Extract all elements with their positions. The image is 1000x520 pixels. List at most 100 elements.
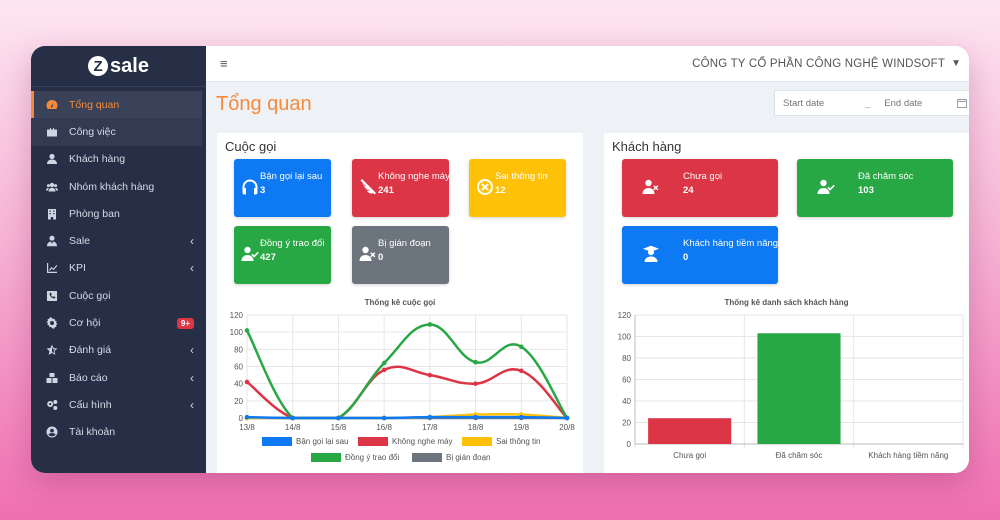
stat-card-label: Bị gián đoạn [378, 238, 431, 249]
hamburger-menu-icon[interactable]: ≡ [220, 56, 228, 71]
sidebar-item-2[interactable]: Khách hàng [31, 146, 206, 173]
y-tick-label: 20 [622, 419, 631, 428]
dashboard-icon [45, 98, 59, 112]
data-point [518, 344, 524, 350]
data-point [381, 360, 387, 366]
customers-panel-title: Khách hàng [612, 139, 682, 154]
chevron-down-icon[interactable]: ▼ [951, 58, 961, 69]
chevron-left-icon[interactable]: ‹ [190, 370, 194, 385]
x-tick-label: 16/8 [376, 423, 392, 432]
data-point [244, 328, 250, 333]
briefcase-icon [45, 125, 59, 139]
sidebar-item-label: Sale [69, 235, 91, 248]
data-point [473, 381, 478, 386]
calls-stat-card[interactable]: Đồng ý trao đổi 427 [234, 226, 331, 284]
user-graduate-icon [642, 245, 660, 263]
stat-card-value: 24 [683, 185, 694, 196]
y-tick-label: 80 [622, 354, 631, 363]
company-selector[interactable]: CÔNG TY CỔ PHẦN CÔNG NGHỆ WINDSOFT [692, 57, 946, 70]
sidebar-item-4[interactable]: Phòng ban [31, 200, 206, 227]
x-tick-label: Đã chăm sóc [776, 451, 823, 460]
legend-label: Sai thông tin [496, 437, 540, 446]
series-line-0 [246, 415, 568, 420]
customers-stat-card[interactable]: Đã chăm sóc 103 [797, 159, 953, 217]
page-title: Tổng quan [216, 93, 312, 115]
calls-stat-card[interactable]: Không nghe máy 241 [352, 159, 449, 217]
date-range-picker: _ [774, 90, 969, 116]
user-check-icon [241, 245, 259, 263]
stat-card-value: 0 [683, 252, 689, 263]
customers-stat-card[interactable]: Khách hàng tiềm năng 0 [622, 226, 778, 284]
y-tick-label: 60 [622, 376, 631, 385]
sidebar-item-label: Nhóm khách hàng [69, 180, 155, 193]
data-point [244, 379, 250, 385]
start-date-input[interactable] [775, 96, 855, 110]
sidebar-item-0[interactable]: Tổng quan [31, 91, 202, 119]
stat-card-label: Không nghe máy [378, 171, 449, 182]
data-point [564, 415, 570, 421]
sidebar-item-label: Khách hàng [69, 153, 126, 166]
sidebar-item-3[interactable]: Nhóm khách hàng [31, 173, 206, 200]
legend-swatch [412, 453, 442, 462]
legend-swatch [358, 437, 388, 446]
data-point [427, 322, 433, 327]
x-tick-label: Khách hàng tiềm năng [868, 451, 948, 460]
x-tick-label: 18/8 [468, 423, 484, 432]
sidebar-item-10[interactable]: Báo cáo ‹ [31, 364, 206, 391]
sidebar-item-6[interactable]: KPI ‹ [31, 255, 206, 282]
calls-line-chart: 0 20 40 60 80 100 120 13/8 14/8 15/8 16/8 17/8 18/8 1… [230, 311, 575, 462]
calls-panel-title: Cuộc gọi [225, 139, 277, 154]
chart-line-icon [45, 261, 59, 275]
user-icon [45, 152, 59, 166]
stat-card-value: 12 [495, 185, 506, 196]
sidebar-item-7[interactable]: Cuộc gọi [31, 282, 206, 309]
cog-icon [45, 316, 59, 330]
chevron-left-icon[interactable]: ‹ [190, 397, 194, 412]
sidebar-item-11[interactable]: Cấu hình ‹ [31, 391, 206, 418]
logo[interactable]: Z sale [31, 46, 206, 87]
y-tick-label: 60 [234, 363, 243, 372]
sidebar-item-1[interactable]: Công việc [31, 118, 202, 146]
sidebar-item-label: Công việc [69, 125, 116, 138]
data-point [381, 367, 387, 373]
y-tick-label: 120 [230, 311, 244, 320]
bar-1 [757, 333, 841, 444]
y-tick-label: 100 [230, 328, 244, 337]
legend-label: Không nghe máy [392, 437, 453, 446]
y-tick-label: 0 [239, 414, 244, 423]
calls-stat-card[interactable]: Sai thông tin 12 [469, 159, 566, 217]
calls-chart-title: Thống kê cuộc gọi [364, 298, 436, 307]
sidebar-item-5[interactable]: Sale ‹ [31, 227, 206, 254]
x-tick-label: 14/8 [285, 423, 301, 432]
customers-chart-title: Thống kê danh sách khách hàng [724, 298, 849, 307]
calendar-icon[interactable] [957, 98, 967, 108]
stat-card-label: Đồng ý trao đổi [260, 238, 325, 249]
stat-card-value: 241 [378, 185, 394, 196]
data-point [427, 372, 433, 378]
customers-stat-card[interactable]: Chưa gọi 24 [622, 159, 778, 217]
data-point [518, 414, 524, 420]
x-tick-label: 13/8 [239, 423, 255, 432]
calls-stat-card[interactable]: Bận gọi lại sau 3 [234, 159, 331, 217]
x-tick-label: 19/8 [513, 423, 529, 432]
sidebar-item-label: Phòng ban [69, 207, 120, 220]
calls-stat-card[interactable]: Bị gián đoạn 0 [352, 226, 449, 284]
data-point [290, 415, 296, 421]
end-date-input[interactable] [876, 96, 957, 110]
user-circle-icon [45, 425, 59, 439]
legend-swatch [262, 437, 292, 446]
chevron-left-icon[interactable]: ‹ [190, 261, 194, 276]
chevron-left-icon[interactable]: ‹ [190, 234, 194, 249]
data-point [473, 359, 478, 365]
chevron-left-icon[interactable]: ‹ [190, 343, 194, 358]
sidebar: Z sale Tổng quan Công việc Khách hàng Nhóm … [31, 46, 206, 473]
x-tick-label: Chưa gọi [673, 451, 706, 460]
sidebar-item-label: Đánh giá [69, 344, 112, 357]
sidebar-item-label: Cấu hình [69, 398, 112, 411]
sidebar-item-8[interactable]: Cơ hội 9+ [31, 309, 206, 336]
data-point [381, 415, 387, 421]
y-tick-label: 0 [627, 440, 632, 449]
sidebar-item-9[interactable]: Đánh giá ‹ [31, 337, 206, 364]
sidebar-item-12[interactable]: Tài khoản [31, 419, 206, 446]
sidebar-item-label: Tài khoản [69, 426, 116, 439]
